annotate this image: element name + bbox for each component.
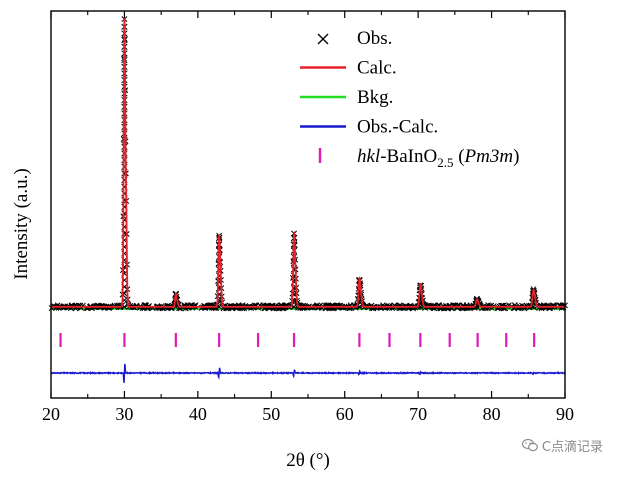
legend-item-bkg: Bkg. (300, 87, 393, 108)
legend-label: Bkg. (357, 87, 393, 108)
legend-item-calc: Calc. (300, 58, 397, 79)
watermark-text: C点滴记录 (541, 440, 603, 455)
x-tick-label: 70 (409, 404, 427, 424)
legend-label: Calc. (357, 58, 397, 79)
axis-ticks: 20 30 40 50 60 70 80 90 (42, 11, 574, 424)
legend-item-diff: Obs.-Calc. (300, 117, 438, 138)
x-tick-label: 50 (262, 404, 280, 424)
calculated-line (51, 18, 565, 308)
x-tick-label: 20 (42, 404, 60, 424)
x-tick-label: 30 (115, 404, 133, 424)
watermark: C点滴记录 (521, 436, 603, 455)
legend-item-hkl: hkl-BaInO2.5 (Pm3m) (318, 146, 519, 170)
legend-label: Obs. (357, 28, 392, 49)
x-tick-label: 40 (189, 404, 207, 424)
x-tick-label: 90 (556, 404, 574, 424)
x-tick-label: 60 (336, 404, 354, 424)
y-axis-label: Intensity (a.u.) (11, 168, 32, 279)
legend: Obs. Calc. Bkg. Obs.-Calc. hkl-BaInO2.5 (Pm3… (300, 28, 519, 170)
wechat-icon (521, 438, 538, 452)
plot-frame (50, 10, 566, 399)
legend-label: hkl-BaInO2.5 (Pm3m) (357, 146, 519, 170)
legend-item-obs: Obs. (317, 28, 392, 49)
legend-label: Obs.-Calc. (357, 117, 438, 138)
x-axis-label: 2θ (°) (286, 450, 330, 471)
plot-area (48, 16, 568, 384)
difference-line (50, 363, 566, 384)
x-tick-label: 80 (483, 404, 501, 424)
